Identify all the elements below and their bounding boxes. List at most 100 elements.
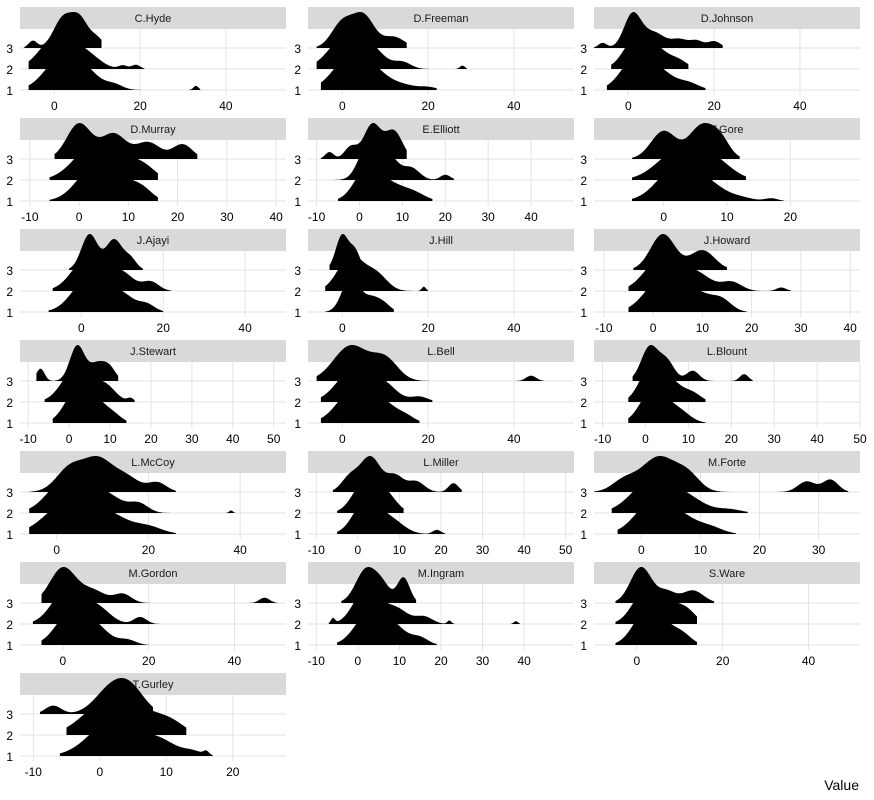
panel-j-ajayi: J.Ajayi 1 2 3 0 20 40: [6, 229, 286, 335]
ridge-1: [41, 609, 149, 645]
y-tick-label: 2: [6, 63, 13, 77]
x-tick-label: 40: [524, 210, 538, 224]
ridge-1: [49, 165, 158, 201]
facet-title: C.Hyde: [135, 13, 172, 25]
ridge-2: [615, 588, 697, 624]
y-tick-label: 3: [294, 42, 301, 56]
panel-c-hyde: C.Hyde 1 2 3 0 20 40: [6, 7, 286, 113]
x-tick-label: 0: [96, 765, 103, 779]
y-tick-label: 3: [294, 153, 301, 167]
facet-strip: [20, 340, 286, 362]
panel-j-stewart: J.Stewart 1 2 3 -10 0 10 20 30 40 50: [6, 340, 286, 446]
y-tick-label: 2: [294, 63, 301, 77]
ridge-1: [615, 609, 697, 645]
y-tick-label: 3: [580, 42, 587, 56]
ridge-1: [617, 498, 736, 534]
ridge-3: [36, 345, 119, 381]
x-tick-label: 20: [421, 99, 435, 113]
ridge-3: [594, 12, 723, 48]
y-tick-label: 1: [294, 306, 301, 320]
x-tick-label: 0: [650, 321, 657, 335]
x-tick-label: 40: [507, 321, 521, 335]
x-tick-label: 0: [60, 654, 67, 668]
ridge-1: [48, 276, 164, 312]
y-tick-label: 2: [6, 618, 13, 632]
facet-title: D.Murray: [130, 124, 176, 136]
y-tick-label: 2: [6, 174, 13, 188]
x-tick-label: 40: [269, 210, 283, 224]
ridge-1: [632, 165, 784, 201]
facet-strip: [594, 562, 860, 584]
y-tick-label: 3: [294, 264, 301, 278]
x-tick-label: 0: [356, 210, 363, 224]
x-tick-label: 10: [696, 321, 710, 335]
x-tick-label: 20: [434, 654, 448, 668]
x-tick-label: 20: [421, 432, 435, 446]
ridge-1: [628, 276, 747, 312]
panel-l-blount: L.Blount 1 2 3 -10 0 10 20 30 40 50: [580, 340, 867, 446]
panel-d-freeman: D.Freeman 1 2 3 0 20 40: [294, 7, 574, 113]
x-tick-label: -10: [595, 321, 613, 335]
ridge-1: [29, 498, 176, 534]
y-tick-label: 3: [294, 597, 301, 611]
ridge-1: [606, 54, 706, 90]
x-tick-label: 0: [76, 210, 83, 224]
y-tick-label: 3: [6, 597, 13, 611]
y-tick-label: 3: [580, 264, 587, 278]
x-tick-label: -10: [25, 765, 43, 779]
x-tick-label: 20: [157, 321, 171, 335]
y-tick-label: 2: [294, 285, 301, 299]
y-tick-label: 3: [6, 264, 13, 278]
x-tick-label: 10: [720, 210, 734, 224]
x-tick-label: 20: [226, 765, 240, 779]
y-tick-label: 2: [580, 63, 587, 77]
x-tick-label: 50: [853, 432, 867, 446]
x-tick-label: 20: [439, 210, 453, 224]
x-tick-label: -10: [21, 210, 39, 224]
y-tick-label: 1: [6, 306, 13, 320]
x-tick-label: 20: [745, 321, 759, 335]
y-tick-label: 2: [294, 396, 301, 410]
panel-e-elliott: E.Elliott 1 2 3 -10 0 10 20 30 40: [294, 118, 574, 224]
x-tick-label: -10: [308, 543, 326, 557]
x-tick-label: 40: [226, 432, 240, 446]
x-tick-label: 0: [355, 543, 362, 557]
panel-m-ingram: M.Ingram 1 2 3 -10 0 10 20 30 40: [294, 562, 574, 668]
x-tick-label: 0: [339, 432, 346, 446]
y-tick-label: 3: [6, 153, 13, 167]
facet-title: S.Ware: [709, 568, 745, 580]
x-tick-label: 0: [642, 432, 649, 446]
ridge-3: [632, 123, 740, 159]
y-tick-label: 3: [580, 375, 587, 389]
facet-title: D.Freeman: [413, 13, 468, 25]
ridge-1: [325, 276, 394, 312]
ridge-3: [24, 12, 102, 48]
facet-strip: [308, 229, 574, 251]
y-tick-label: 1: [6, 639, 13, 653]
y-tick-label: 2: [294, 507, 301, 521]
x-tick-label: 0: [51, 99, 58, 113]
y-tick-label: 2: [580, 618, 587, 632]
facet-title: J.Howard: [704, 235, 750, 247]
x-tick-label: 30: [185, 432, 199, 446]
y-tick-label: 1: [6, 528, 13, 542]
y-tick-label: 3: [6, 375, 13, 389]
x-tick-label: 0: [355, 654, 362, 668]
facet-title: J.Hill: [429, 235, 453, 247]
x-tick-label: 10: [122, 210, 136, 224]
x-tick-label: 20: [421, 321, 435, 335]
x-tick-label: 40: [507, 432, 521, 446]
ridge-1: [320, 54, 437, 90]
y-tick-label: 3: [580, 486, 587, 500]
x-tick-label: 30: [476, 543, 490, 557]
x-tick-label: 0: [53, 543, 60, 557]
y-tick-label: 1: [6, 417, 13, 431]
facet-title: M.Gordon: [129, 568, 178, 580]
x-tick-label: -10: [594, 432, 612, 446]
y-tick-label: 1: [294, 528, 301, 542]
x-tick-label: 0: [339, 99, 346, 113]
y-tick-label: 1: [580, 195, 587, 209]
ridge-2: [632, 144, 746, 180]
